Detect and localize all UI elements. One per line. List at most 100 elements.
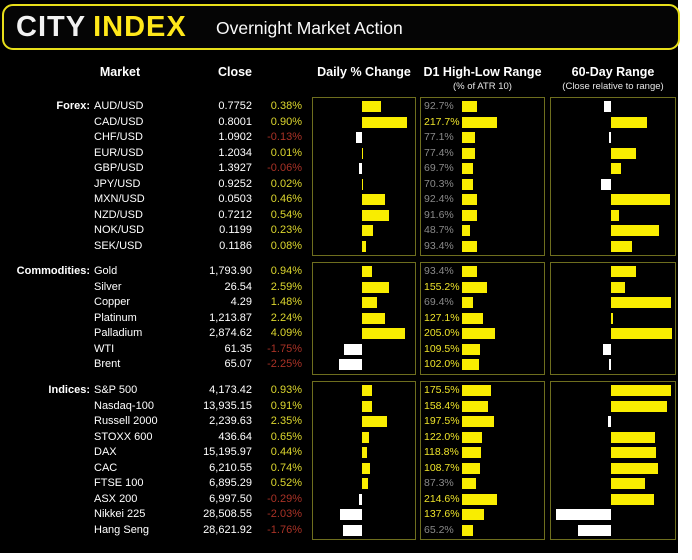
range60-bar: [609, 359, 611, 370]
d1-range-bar: [462, 447, 482, 458]
d1-range-bar: [462, 400, 488, 412]
daily-change-bar: [362, 266, 372, 277]
change-cell: 0.38%: [270, 100, 302, 112]
market-cell: CAC: [94, 461, 118, 474]
market-cell: Russell 2000: [94, 415, 158, 427]
header-bar: CITY INDEX Overnight Market Action: [2, 4, 680, 50]
logo-index-text: INDEX: [93, 11, 187, 43]
d1-range-bar: [462, 209, 477, 221]
close-cell: 6,210.55: [209, 461, 252, 474]
close-cell: 4.29: [230, 296, 252, 308]
column-header-daily-change: Daily % Change: [317, 65, 411, 79]
close-cell: 1.3927: [218, 162, 252, 174]
daily-change-bar: [362, 116, 407, 128]
column-header-60day-range: 60-Day Range: [571, 65, 655, 79]
d1-range-bar: [462, 101, 478, 112]
range60-bar: [611, 478, 645, 489]
market-cell: CAD/USD: [94, 115, 144, 128]
daily-change-bar: [362, 147, 363, 159]
d1-range-value: 70.3%: [424, 177, 454, 190]
d1-range-value: 127.1%: [424, 311, 460, 324]
change-cell: 0.90%: [270, 115, 302, 128]
d1-range-value: 92.4%: [424, 193, 454, 205]
daily-change-bar: [362, 209, 389, 221]
change-cell: 1.48%: [270, 296, 302, 308]
change-cell: -2.25%: [267, 358, 302, 370]
d1-range-bar: [462, 385, 491, 396]
daily-change-bar: [362, 101, 381, 112]
d1-range-bar: [462, 163, 474, 174]
daily-change-bar: [362, 400, 372, 412]
daily-change-bar: [362, 281, 390, 293]
range60-bar: [604, 101, 611, 112]
market-cell: Gold: [94, 265, 118, 277]
page-title: Overnight Market Action: [216, 18, 403, 38]
market-cell: WTI: [94, 342, 115, 355]
d1-range-bar: [462, 509, 485, 520]
range60-bar: [611, 225, 660, 236]
market-cell: STOXX 600: [94, 430, 153, 443]
d1-range-value: 158.4%: [424, 399, 460, 412]
close-cell: 0.8001: [218, 115, 252, 128]
change-cell: 0.23%: [270, 224, 302, 236]
daily-change-bar: [362, 240, 366, 252]
change-cell: -2.03%: [267, 508, 302, 520]
market-cell: NZD/USD: [94, 208, 143, 221]
market-cell: DAX: [94, 446, 117, 458]
d1-range-bar: [462, 281, 488, 293]
daily-change-bar: [362, 297, 378, 308]
range60-bar: [611, 400, 667, 412]
d1-range-value: 48.7%: [424, 224, 454, 236]
d1-range-value: 91.6%: [424, 208, 454, 221]
close-cell: 28,621.92: [203, 523, 252, 536]
range60-bar: [611, 385, 671, 396]
close-cell: 0.1199: [219, 224, 252, 236]
daily-change-bar: [362, 447, 367, 458]
close-cell: 6,997.50: [209, 492, 252, 505]
change-cell: 0.94%: [270, 265, 302, 277]
daily-change-bar: [362, 225, 374, 236]
change-cell: 0.46%: [270, 193, 302, 205]
daily-change-bar: [340, 509, 362, 520]
d1-range-value: 108.7%: [424, 461, 460, 474]
change-cell: -0.13%: [267, 131, 302, 143]
column-header-close: Close: [217, 65, 252, 79]
d1-range-value: 205.0%: [424, 327, 460, 339]
change-cell: 0.65%: [270, 430, 302, 443]
d1-range-value: 197.5%: [424, 415, 460, 427]
d1-range-value: 155.2%: [424, 280, 460, 293]
d1-range-bar: [462, 359, 479, 370]
market-cell: Nasdaq-100: [94, 399, 154, 412]
d1-range-bar: [462, 240, 478, 252]
daily-change-bar: [338, 359, 362, 370]
close-cell: 2,239.63: [209, 415, 252, 427]
d1-range-value: 122.0%: [424, 430, 460, 443]
change-cell: 0.91%: [270, 399, 302, 412]
market-cell: FTSE 100: [94, 477, 144, 489]
d1-range-value: 93.4%: [424, 239, 454, 252]
change-cell: 0.74%: [270, 461, 302, 474]
close-cell: 1,793.90: [209, 265, 252, 277]
close-cell: 65.07: [224, 358, 252, 370]
range60-bar: [611, 209, 619, 221]
range60-bar: [611, 297, 671, 308]
change-cell: -1.75%: [267, 342, 302, 355]
market-cell: CHF/USD: [94, 131, 143, 143]
change-cell: 0.54%: [270, 208, 302, 221]
d1-range-bar: [462, 416, 495, 427]
change-cell: 0.02%: [270, 177, 302, 190]
close-cell: 1.0902: [218, 131, 252, 143]
range60-bar: [607, 416, 611, 427]
close-cell: 436.64: [218, 430, 252, 443]
market-cell: Silver: [94, 280, 122, 293]
d1-range-value: 69.7%: [424, 162, 454, 174]
close-cell: 26.54: [224, 280, 252, 293]
d1-range-value: 77.4%: [424, 146, 454, 159]
logo-city-text: CITY: [16, 11, 87, 43]
close-cell: 1.2034: [218, 146, 252, 159]
close-cell: 1,213.87: [209, 311, 252, 324]
d1-range-bar: [462, 493, 497, 505]
d1-range-bar: [462, 297, 474, 308]
d1-range-bar: [462, 147, 475, 159]
